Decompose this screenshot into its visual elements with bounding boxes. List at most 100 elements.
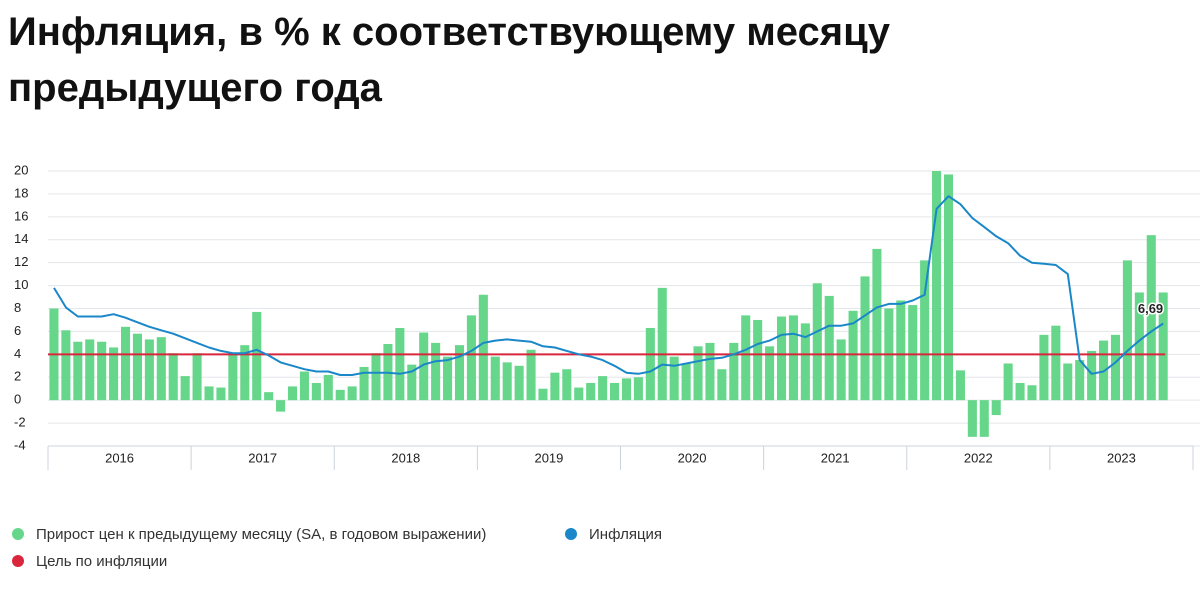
bar [514, 365, 524, 401]
bar [192, 353, 202, 401]
bar [395, 327, 405, 401]
bar [896, 300, 906, 401]
bar [1027, 385, 1037, 401]
data-label: 6,69 [1138, 301, 1163, 316]
bar [657, 287, 667, 401]
bar [955, 370, 965, 401]
bar [920, 260, 930, 401]
x-tick-label: 2017 [248, 450, 277, 465]
x-tick-label: 2020 [678, 450, 707, 465]
bar [1122, 260, 1132, 401]
bar [633, 377, 643, 401]
x-tick-label: 2019 [534, 450, 563, 465]
bar [836, 339, 846, 401]
y-tick-label: 0 [14, 392, 21, 407]
bar [991, 400, 1001, 416]
bar [598, 376, 608, 401]
bar [610, 382, 620, 401]
bar [872, 248, 882, 401]
bar [1039, 334, 1049, 401]
bar [812, 283, 822, 401]
y-tick-label: 16 [14, 208, 28, 223]
y-tick-label: 14 [14, 231, 28, 246]
bar [252, 311, 262, 401]
y-tick-label: 12 [14, 254, 28, 269]
bar [765, 346, 775, 401]
bar [586, 382, 596, 401]
bar [276, 400, 286, 412]
bar [824, 295, 834, 401]
bar [1087, 350, 1097, 401]
bar [466, 315, 476, 401]
bar [240, 345, 250, 401]
bar [109, 347, 119, 401]
y-tick-label: -2 [14, 415, 26, 430]
bar [454, 345, 465, 401]
bar [753, 319, 763, 401]
bar [538, 388, 548, 401]
bar [1003, 363, 1013, 401]
bar [407, 364, 417, 401]
bar [359, 366, 369, 401]
bar [311, 382, 321, 401]
bar [729, 342, 739, 401]
y-tick-label: 18 [14, 185, 28, 200]
legend-label: Прирост цен к предыдущему месяцу (SA, в … [36, 526, 486, 543]
bar [478, 294, 488, 401]
bar [1063, 363, 1073, 401]
bar [848, 310, 858, 401]
bar [443, 356, 453, 401]
bar [621, 378, 631, 401]
bar [1134, 292, 1144, 401]
bar [800, 323, 810, 401]
bar [490, 356, 500, 401]
chart-title: Инфляция, в % к соответствующему месяцу … [8, 10, 890, 110]
bar [562, 369, 572, 401]
legend-label: Инфляция [589, 526, 662, 543]
bar [85, 339, 95, 401]
bar [180, 376, 190, 401]
bar [431, 342, 441, 401]
bar [943, 174, 954, 401]
line [53, 195, 1164, 376]
y-tick-label: 10 [14, 277, 28, 292]
x-tick-label: 2016 [105, 450, 134, 465]
bar [1110, 334, 1121, 401]
x-tick-label: 2022 [964, 450, 993, 465]
bar [788, 315, 798, 401]
bar [693, 346, 703, 401]
bar [419, 332, 429, 401]
bar [1075, 360, 1085, 401]
bar [144, 339, 154, 401]
y-tick-label: 20 [14, 162, 28, 177]
y-tick-label: 8 [14, 300, 21, 315]
bar [97, 341, 107, 401]
bar [371, 353, 381, 401]
legend-marker [12, 555, 24, 567]
bar [932, 171, 942, 401]
y-tick-label: 2 [14, 369, 21, 384]
y-tick-label: 4 [14, 346, 21, 361]
bar [979, 400, 989, 437]
bar [335, 389, 345, 401]
y-tick-label: -4 [14, 437, 26, 452]
bar [550, 372, 560, 401]
bar [502, 362, 512, 401]
y-tick-label: 6 [14, 323, 21, 338]
legend-marker [565, 528, 577, 540]
bar [1158, 292, 1168, 401]
bar [967, 400, 977, 437]
bar [705, 342, 715, 401]
bar [120, 326, 131, 401]
bar [323, 374, 333, 401]
bar [526, 349, 536, 401]
bar [168, 353, 178, 401]
bar [741, 315, 751, 401]
bar [204, 386, 214, 401]
x-tick-label: 2018 [391, 450, 420, 465]
bar [1146, 235, 1156, 401]
bar [287, 386, 298, 401]
x-tick-label: 2023 [1107, 450, 1136, 465]
